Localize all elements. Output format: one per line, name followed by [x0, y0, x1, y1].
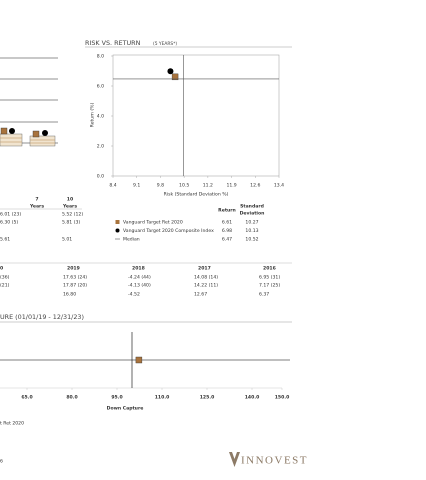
table-cell: 14.22 (11) [194, 283, 218, 289]
y-tick-label: 6.0 [97, 84, 104, 90]
col-header: 7 [35, 197, 38, 203]
legend-swatch [115, 220, 120, 224]
table-cell: 6.01 (23) [0, 212, 21, 218]
risk-return-title: RISK VS. RETURN (5 YEARS*) [85, 39, 177, 47]
legend-header: Return [218, 208, 236, 214]
legend-swatch [115, 228, 120, 233]
col-header: 2016 [263, 266, 276, 272]
table-cell: 6.30 (5) [0, 220, 18, 226]
x-axis-label: Risk (Standard Deviation %) [164, 192, 229, 198]
table-cell: 5.81 (3) [62, 220, 80, 226]
table-cell: 14.08 (14) [194, 275, 218, 281]
chart-subtitle: (5 YEARS*) [153, 41, 177, 47]
table-cell: 12.67 [194, 292, 207, 298]
legend-return: 6.98 [222, 228, 232, 234]
x-tick-label: 95.0 [111, 395, 122, 401]
legend-std: 10.27 [245, 220, 258, 226]
table-cell: (21) [0, 283, 10, 289]
chart-title: RISK VS. RETURN [85, 39, 141, 47]
x-tick-label: 110.0 [155, 395, 170, 401]
page-number: 6 [0, 459, 3, 465]
col-header: 0 [0, 266, 3, 272]
index-marker [9, 128, 15, 134]
left-table: 6.01 (23) 5.52 (12) 6.30 (5) 5.81 (3) 5.61 5.… [0, 212, 83, 243]
bar-box [0, 133, 23, 147]
chart-title: URE (01/01/19 - 12/31/23) [0, 313, 84, 321]
col-header: 2018 [132, 266, 145, 272]
x-tick-label: 125.0 [200, 395, 215, 401]
logo-mark [229, 452, 240, 467]
table-cell: 6.37 [259, 292, 269, 298]
col-header: 2019 [67, 266, 80, 272]
table-cell: -4.13 (40) [128, 283, 151, 289]
table-cell: 7.17 (25) [259, 283, 280, 289]
x-tick-label: 10.5 [179, 183, 189, 189]
col-header: Years [29, 204, 44, 210]
y-tick-label: 0.0 [97, 174, 104, 180]
point [167, 68, 174, 75]
col-header: Years [62, 204, 77, 210]
table-cell: (36) [0, 275, 10, 281]
legend-std: 10.52 [245, 237, 258, 243]
capture-chart: 65.0 80.0 95.0 110.0 125.0 140.0 150.0 t Ret 20… [0, 332, 290, 427]
y-tick-label: 4.0 [97, 114, 104, 120]
bar-box [29, 135, 56, 147]
x-tick-label: 9.8 [157, 183, 164, 189]
table-cell: 5.52 (12) [62, 212, 83, 218]
table-cell: 17.87 (20) [63, 283, 87, 289]
legend-return: 6.61 [222, 220, 232, 226]
x-tick-label: 150.0 [275, 395, 290, 401]
table-cell: 16.80 [63, 292, 76, 298]
logo-text: INNOVEST [241, 455, 308, 467]
logo-mark-cut [232, 452, 237, 459]
y-tick-label: 2.0 [97, 144, 104, 150]
legend-label: Vanguard Target Ret 2020 [123, 220, 183, 226]
x-tick-label: 8.4 [109, 183, 116, 189]
index-marker [42, 130, 48, 136]
plot-area [112, 54, 280, 177]
table-cell: -4.52 [128, 292, 140, 298]
point [135, 356, 143, 364]
table-cell: -4.24 (44) [128, 275, 151, 281]
fund-marker [0, 127, 8, 135]
y-axis-label: Return (%) [90, 102, 96, 127]
x-tick-label: 12.6 [250, 183, 260, 189]
table-cell: 5.01 [62, 237, 72, 243]
y-tick-label: 8.0 [97, 54, 104, 60]
x-tick-label: 11.2 [203, 183, 213, 189]
legend-std: 10.13 [245, 228, 258, 234]
fund-marker [32, 130, 40, 138]
legend-header: Deviation [240, 211, 265, 217]
risk-return-chart: 0.0 2.0 4.0 6.0 8.0 8.4 9.1 9.8 10.5 11.2 11.9 12.6… [97, 54, 285, 243]
calendar-table: 0 2019 2018 2017 2016 (36) 17.63 (24) -4.24 (44… [0, 266, 280, 298]
x-tick-label: 9.1 [133, 183, 140, 189]
table-cell: 5.61 [0, 237, 10, 243]
table-cell: 17.63 (24) [63, 275, 87, 281]
x-tick-label: 80.0 [66, 395, 77, 401]
x-axis-label: Down Capture [107, 406, 144, 412]
legend-return: 6.47 [222, 237, 232, 243]
col-header: 2017 [198, 266, 211, 272]
table-cell: 6.95 (31) [259, 275, 280, 281]
floating-bars [0, 127, 56, 147]
bar-fragment [0, 57, 58, 144]
x-tick-label: 13.4 [274, 183, 284, 189]
legend-header: Standard [240, 204, 264, 210]
x-tick-label: 11.9 [226, 183, 236, 189]
col-header: 10 [67, 197, 73, 203]
legend-label: Median [123, 237, 140, 243]
legend-label: t Ret 2020 [0, 421, 24, 427]
x-tick-label: 65.0 [21, 395, 32, 401]
legend-label: Vanguard Target 2020 Composite Index [123, 228, 214, 234]
x-tick-label: 140.0 [245, 395, 260, 401]
point [171, 73, 179, 81]
